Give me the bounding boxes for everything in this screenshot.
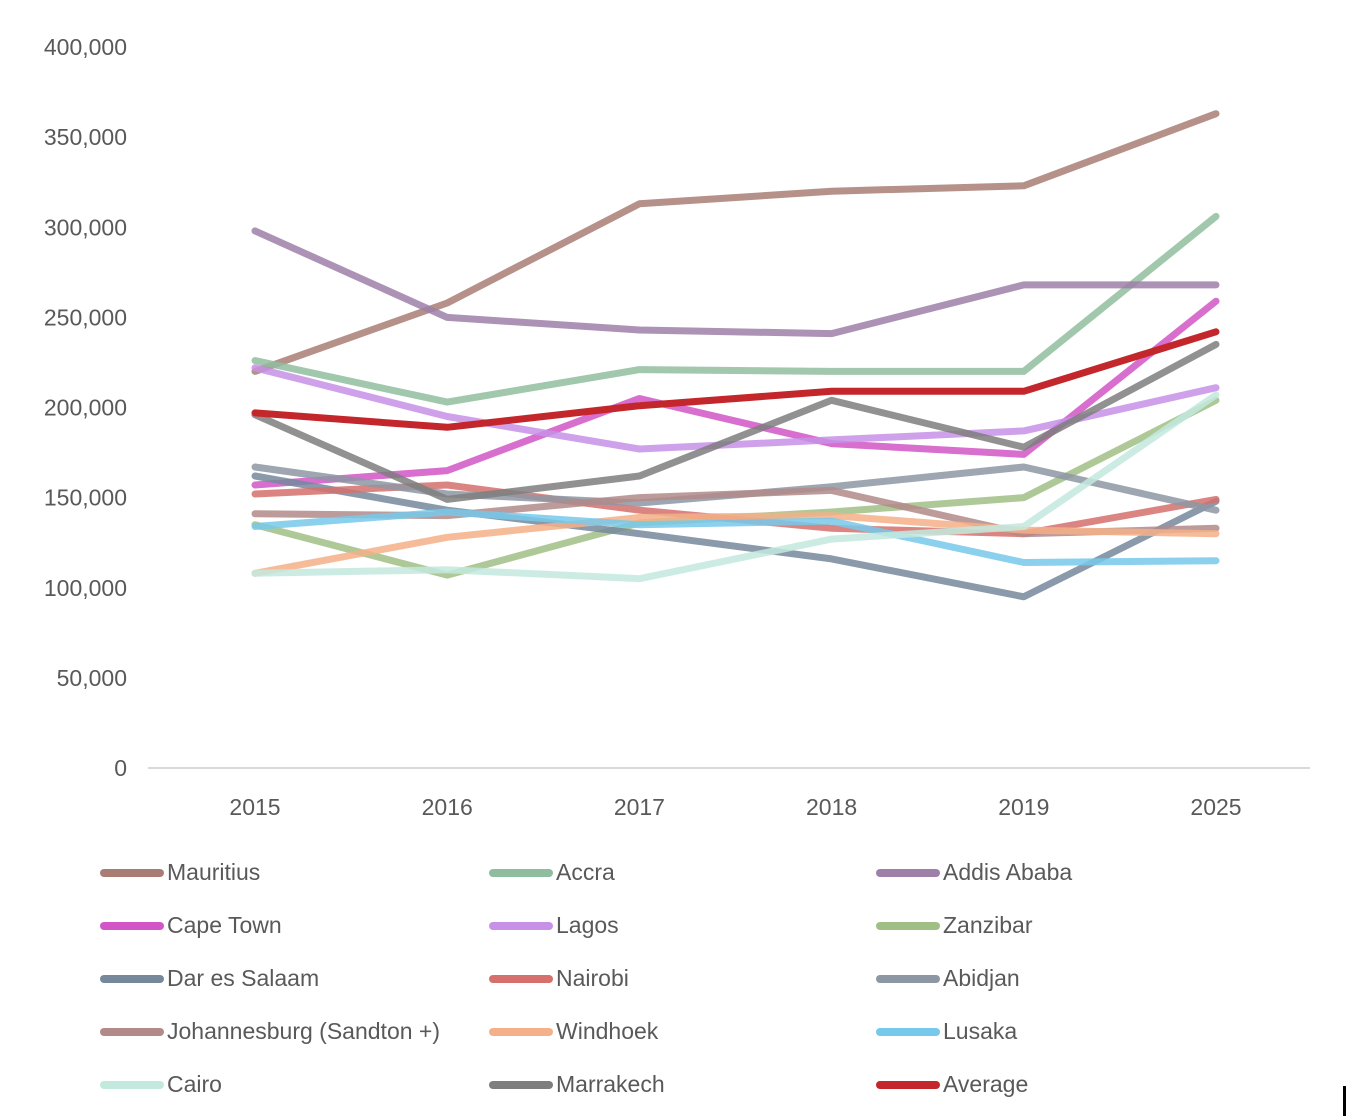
series-line-windhoek [251,512,1220,577]
legend-label: Lusaka [943,1018,1018,1044]
y-axis-tick-label: 250,000 [44,304,127,330]
legend-label: Accra [556,859,615,885]
series-line-marrakech [251,340,1220,503]
legend-item-zanzibar: Zanzibar [876,899,1330,952]
legend-swatch-dar-es-salaam [100,974,164,983]
legend-item-mauritius: Mauritius [100,846,489,899]
x-axis-tick-label: 2018 [806,794,857,820]
legend-item-windhoek: Windhoek [489,1005,876,1058]
legend-swatch-windhoek [489,1027,553,1036]
legend-item-lusaka: Lusaka [876,1005,1330,1058]
legend-label: Lagos [556,912,619,938]
legend-label: Zanzibar [943,912,1033,938]
y-axis-tick-label: 200,000 [44,395,127,421]
legend-swatch-accra [489,868,553,877]
legend-swatch-lagos [489,921,553,930]
y-axis-tick-label: 150,000 [44,485,127,511]
legend-item-average: Average [876,1058,1330,1111]
legend-swatch-johannesburg-sandton [100,1027,164,1036]
legend-label: Abidjan [943,965,1020,991]
legend-label: Addis Ababa [943,859,1073,885]
series-line-average [251,328,1220,431]
y-axis-tick-label: 0 [114,755,127,781]
x-axis-tick-label: 2025 [1190,794,1241,820]
legend-swatch-mauritius [100,868,164,877]
series-line-lusaka [251,508,1220,566]
legend-swatch-nairobi [489,974,553,983]
legend-item-cape-town: Cape Town [100,899,489,952]
series-line-dar-es-salaam [251,472,1220,601]
legend-label: Cairo [167,1071,222,1097]
legend-swatch-zanzibar [876,921,940,930]
y-axis-tick-label: 50,000 [57,665,127,691]
x-axis-tick-label: 2017 [614,794,665,820]
legend-item-abidjan: Abidjan [876,952,1330,1005]
legend-swatch-marrakech [489,1080,553,1089]
legend-item-lagos: Lagos [489,899,876,952]
legend-label: Dar es Salaam [167,965,320,991]
legend-label: Average [943,1071,1029,1097]
legend-item-johannesburg-sandton: Johannesburg (Sandton +) [100,1005,489,1058]
series-line-mauritius [251,110,1220,375]
series-line-accra [251,212,1220,406]
legend-item-dar-es-salaam: Dar es Salaam [100,952,489,1005]
legend-item-addis-ababa: Addis Ababa [876,846,1330,899]
y-axis-tick-label: 350,000 [44,124,127,150]
x-axis-tick-label: 2016 [422,794,473,820]
y-axis-tick-label: 400,000 [44,34,127,60]
series-line-cairo [251,391,1220,583]
legend-swatch-addis-ababa [876,868,940,877]
legend-swatch-cape-town [100,921,164,930]
line-chart-plot-area: 400,000 350,000 300,000 250,000 200,000 150,0… [44,34,1310,820]
y-axis-tick-label: 300,000 [44,214,127,240]
legend-label: Marrakech [556,1071,665,1097]
x-axis-tick-label: 2019 [998,794,1049,820]
x-axis-tick-label: 2015 [229,794,280,820]
chart-legend: Mauritius Accra Addis Ababa Cape Town Lagos Z… [100,846,1330,1111]
legend-label: Windhoek [556,1018,659,1044]
legend-label: Mauritius [167,859,261,885]
legend-swatch-abidjan [876,974,940,983]
series-line-lagos [251,364,1220,453]
legend-swatch-average [876,1080,940,1089]
legend-label: Nairobi [556,965,629,991]
legend-label: Cape Town [167,912,282,938]
text-cursor-mark [1343,1086,1346,1116]
legend-item-nairobi: Nairobi [489,952,876,1005]
legend-swatch-lusaka [876,1027,940,1036]
legend-item-accra: Accra [489,846,876,899]
legend-swatch-cairo [100,1080,164,1089]
series-line-addis-ababa [251,227,1220,338]
legend-item-marrakech: Marrakech [489,1058,876,1111]
legend-item-cairo: Cairo [100,1058,489,1111]
legend-label: Johannesburg (Sandton +) [167,1018,441,1044]
y-axis-tick-label: 100,000 [44,575,127,601]
